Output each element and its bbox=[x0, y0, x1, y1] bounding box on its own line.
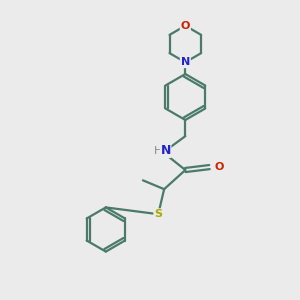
Text: H: H bbox=[154, 146, 162, 156]
Text: N: N bbox=[181, 57, 190, 67]
Text: S: S bbox=[154, 209, 162, 219]
Text: O: O bbox=[181, 21, 190, 31]
Text: N: N bbox=[160, 144, 171, 158]
Text: O: O bbox=[215, 162, 224, 172]
